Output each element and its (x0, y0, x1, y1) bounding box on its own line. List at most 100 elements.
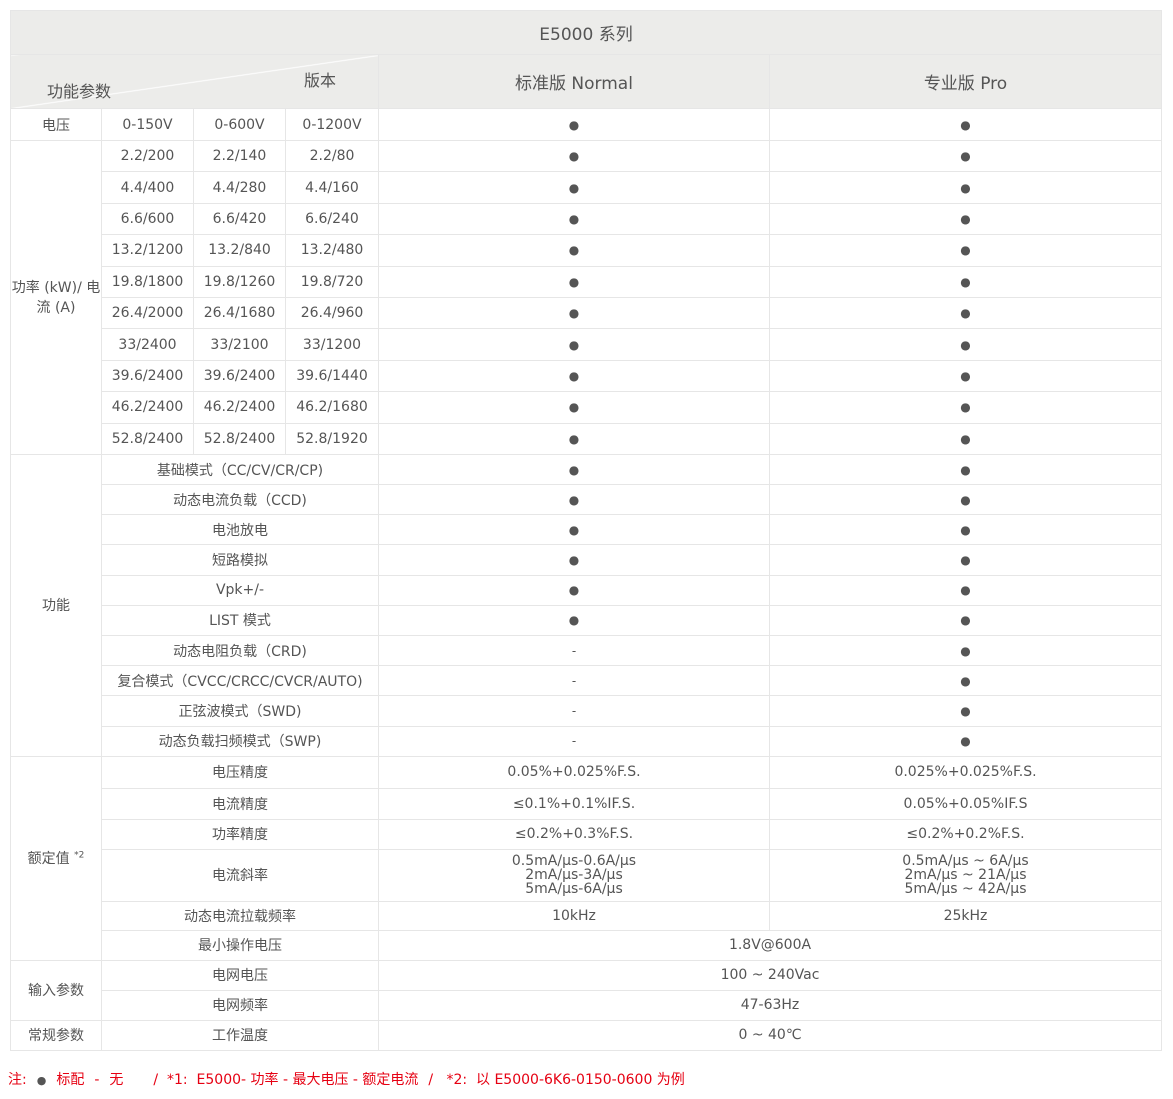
power-current-value: 33/2100 (193, 328, 286, 361)
input-label: 输入参数 (10, 959, 102, 1021)
table-row: 动态电阻负载（CRD) - ● (11, 635, 1163, 667)
note-dash: - (94, 1072, 100, 1088)
diagonal-header: 版本 功能参数 (10, 54, 379, 109)
power-current-value: 19.8/1800 (101, 265, 194, 298)
pro-mark: ● (768, 171, 1163, 204)
pro-mark: ● (768, 635, 1163, 667)
function-name: 动态电流负载（CCD) (101, 484, 379, 516)
normal-mark: - (378, 725, 770, 757)
table-row: 复合模式（CVCC/CRCC/CVCR/AUTO) - ● (11, 665, 1163, 697)
normal-mark: ● (378, 265, 770, 298)
both-value: 0 ~ 40℃ (377, 1019, 1163, 1051)
power-current-value: 6.6/600 (101, 202, 194, 236)
pro-mark: ● (768, 695, 1163, 727)
table-row: 额定值 *2 电压精度 0.05%+0.025%F.S. 0.025%+0.025%F… (10, 755, 1163, 961)
pro-mark: ● (768, 328, 1163, 361)
slew-line: 5mA/μs ~ 42A/μs (904, 881, 1027, 898)
table-row: 动态电流拉载频率 10kHz 25kHz (11, 900, 1163, 931)
table-row: LIST 模式 ● ● (11, 604, 1163, 637)
normal-value: ≤0.2%+0.3%F.S. (378, 818, 770, 850)
input-param-name: 电网频率 (101, 989, 379, 1021)
table-row: 52.8/2400 52.8/2400 52.8/1920 ● ● (11, 422, 1163, 455)
slew-line: 5mA/μs-6A/μs (525, 881, 623, 898)
pro-mark: ● (768, 725, 1163, 757)
pro-mark: ● (768, 484, 1163, 516)
voltage-label: 电压 (10, 108, 102, 141)
power-current-value: 13.2/480 (285, 234, 379, 267)
table-row: 电池放电 ● ● (11, 514, 1163, 546)
pro-mark: ● (768, 359, 1163, 393)
power-current-value: 19.8/720 (285, 265, 379, 298)
table-row: 功能 基础模式（CC/CV/CR/CP) ● ● (10, 453, 1163, 757)
normal-column-header: 标准版 Normal (378, 54, 770, 109)
rated-sup: *2 (74, 850, 85, 861)
dot-icon: ● (36, 1074, 47, 1087)
pro-mark: ● (768, 108, 1163, 141)
rated-param-name: 动态电流拉载频率 (101, 900, 379, 931)
slew-line: 0.5mA/μs-0.6A/μs (511, 853, 637, 870)
power-current-value: 13.2/840 (193, 234, 286, 267)
table-row: 13.2/1200 13.2/840 13.2/480 ● ● (11, 234, 1163, 267)
params-label: 功能参数 (47, 82, 112, 101)
series-title: E5000 系列 (9, 10, 1163, 55)
power-current-value: 6.6/420 (193, 202, 286, 236)
both-value: 100 ~ 240Vac (377, 959, 1163, 991)
slew-line: 2mA/μs-3A/μs (525, 867, 623, 884)
rated-param-name: 最小操作电压 (101, 929, 379, 961)
power-current-value: 19.8/1260 (193, 265, 286, 298)
normal-mark: ● (378, 604, 770, 637)
function-name: LIST 模式 (101, 604, 379, 637)
function-name: 动态电阻负载（CRD) (101, 635, 379, 667)
table-row: 46.2/2400 46.2/2400 46.2/1680 ● ● (11, 391, 1163, 424)
power-current-value: 26.4/1680 (193, 296, 286, 330)
normal-mark: ● (378, 514, 770, 546)
normal-value: 10kHz (378, 900, 770, 931)
normal-mark: - (378, 635, 770, 667)
pro-mark: ● (768, 514, 1163, 546)
note-2: / *2: 以 E5000-6K6-0150-0600 为例 (428, 1072, 685, 1088)
slew-line: 0.5mA/μs ~ 6A/μs (902, 853, 1029, 870)
table-row: 26.4/2000 26.4/1680 26.4/960 ● ● (11, 296, 1163, 330)
normal-mark: ● (378, 328, 770, 361)
table-row: 33/2400 33/2100 33/1200 ● ● (11, 328, 1163, 361)
pro-column-header: 专业版 Pro (768, 54, 1163, 109)
normal-mark: ● (378, 171, 770, 204)
rated-param-name: 电压精度 (101, 755, 379, 789)
power-current-value: 33/1200 (285, 328, 379, 361)
normal-mark: ● (378, 574, 770, 606)
table-row: 电网频率 47-63Hz (11, 989, 1163, 1021)
pro-mark: ● (768, 139, 1163, 173)
pro-value: ≤0.2%+0.2%F.S. (768, 818, 1163, 850)
table-row: 39.6/2400 39.6/2400 39.6/1440 ● ● (11, 359, 1163, 393)
table-row: 动态负载扫频模式（SWP) - ● (11, 725, 1163, 757)
table-row: 4.4/400 4.4/280 4.4/160 ● ● (11, 171, 1163, 204)
pro-mark: ● (768, 296, 1163, 330)
rated-param-name: 电流精度 (101, 787, 379, 820)
power-current-value: 52.8/2400 (193, 422, 286, 455)
normal-mark: ● (378, 108, 770, 141)
normal-mark: ● (378, 202, 770, 236)
power-current-value: 39.6/2400 (193, 359, 286, 393)
table-row: 输入参数 电网电压 100 ~ 240Vac (10, 959, 1163, 1021)
power-current-value: 4.4/400 (101, 171, 194, 204)
pro-mark: ● (768, 604, 1163, 637)
general-label: 常规参数 (10, 1019, 102, 1051)
note-none: 无 (109, 1072, 124, 1088)
both-value: 47-63Hz (377, 989, 1163, 1021)
slew-line: 2mA/μs ~ 21A/μs (904, 867, 1027, 884)
table-row: 功率 (kW)/ 电流 (A) 2.2/200 2.2/140 2.2/80 ● ● (10, 139, 1163, 455)
table-row: 短路模拟 ● ● (11, 544, 1163, 576)
power-current-value: 2.2/80 (285, 139, 379, 173)
rated-param-name: 电流斜率 (101, 848, 379, 902)
power-current-value: 39.6/2400 (101, 359, 194, 393)
pro-value: 25kHz (768, 900, 1163, 931)
power-current-value: 2.2/200 (101, 139, 194, 173)
rated-text: 额定值 (27, 851, 70, 868)
normal-value: 0.5mA/μs-0.6A/μs 2mA/μs-3A/μs 5mA/μs-6A/μs (378, 848, 770, 902)
power-current-value: 6.6/240 (285, 202, 379, 236)
rated-param-name: 功率精度 (101, 818, 379, 850)
footnote: 注: ● 标配 - 无 / *1: E5000- 功率 - 最大电压 - 额定电流 / *2… (8, 1069, 695, 1089)
power-current-value: 4.4/280 (193, 171, 286, 204)
normal-mark: ● (378, 391, 770, 424)
pro-value: 0.05%+0.05%IF.S (768, 787, 1163, 820)
